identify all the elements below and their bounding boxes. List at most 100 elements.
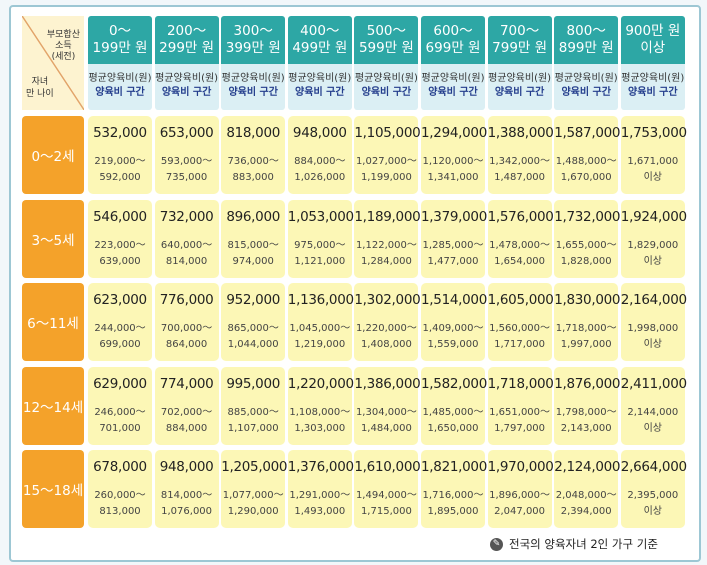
avg-cost-value: 2,164,000 bbox=[620, 292, 687, 308]
cost-range-low: 1,485,000～ bbox=[422, 406, 484, 418]
age-label-line1: 자녀 bbox=[31, 77, 49, 87]
cost-range-value: 1,077,000～ 1,290,000 bbox=[221, 488, 285, 520]
cost-range-high: 883,000 bbox=[232, 172, 274, 183]
cost-range-high: 2,143,000 bbox=[560, 422, 612, 434]
cost-range-label: 양육비 구간 bbox=[628, 87, 678, 98]
cost-range-low: 593,000～ bbox=[160, 156, 213, 167]
avg-cost-value: 1,386,000 bbox=[354, 375, 421, 392]
cost-range-high: 1,076,000 bbox=[161, 506, 213, 517]
cost-range-high: 1,290,000 bbox=[227, 506, 279, 517]
cost-range-high: 1,303,000 bbox=[294, 422, 346, 434]
cost-range-low: 1,655,000～ bbox=[555, 239, 617, 251]
avg-cost-value: 1,189,000 bbox=[354, 208, 421, 225]
cost-range-value: 1,478,000～ 1,654,000 bbox=[488, 238, 552, 270]
table-cell: 1,220,000 1,108,000～ 1,303,000 bbox=[287, 366, 354, 445]
table-cell: 2,411,000 2,144,000 이상 bbox=[620, 366, 687, 445]
income-range: 800～ 899만 원 bbox=[554, 16, 619, 64]
avg-cost-value: 1,876,000 bbox=[554, 375, 621, 392]
cost-range-high: 이상 bbox=[643, 506, 662, 517]
cost-range-high: 1,107,000 bbox=[227, 422, 279, 434]
avg-cost-value: 1,379,000 bbox=[421, 208, 488, 225]
cost-range-low: 885,000～ bbox=[227, 406, 279, 418]
age-row-header: 15～18세 bbox=[22, 450, 84, 528]
cost-range-high: 1,559,000 bbox=[427, 339, 479, 350]
cost-range-value: 1,488,000～ 1,670,000 bbox=[554, 154, 618, 186]
footnote: ✎ 전국의 양육자녀 2인 가구 기준 bbox=[490, 534, 658, 554]
cost-range-high: 1,219,000 bbox=[294, 339, 346, 350]
column-sublabel: 평균양육비(원) 양육비 구간 bbox=[487, 64, 552, 110]
cost-range-value: 1,485,000～ 1,650,000 bbox=[421, 405, 485, 437]
table-cell: 1,136,000 1,045,000～ 1,219,000 bbox=[287, 283, 354, 361]
avg-cost-label: 평균양육비(원) bbox=[421, 73, 485, 84]
table-cell: 1,386,000 1,304,000～ 1,484,000 bbox=[354, 366, 421, 445]
table-cell: 1,105,000 1,027,000～ 1,199,000 bbox=[354, 116, 421, 194]
income-label-line3: (세전) bbox=[51, 52, 76, 62]
cost-range-value: 2,144,000 이상 bbox=[621, 405, 685, 437]
table-cell: 1,821,000 1,716,000～ 1,895,000 bbox=[421, 450, 487, 528]
avg-cost-label: 평균양육비(원) bbox=[554, 73, 618, 84]
cost-range-high: 639,000 bbox=[99, 255, 141, 267]
income-range: 0～ 199만 원 bbox=[88, 16, 152, 64]
avg-cost-value: 2,124,000 bbox=[554, 459, 621, 475]
avg-cost-value: 1,514,000 bbox=[421, 292, 488, 308]
table-cell: 629,000 246,000～ 701,000 bbox=[88, 366, 152, 445]
cost-range-low: 1,409,000～ bbox=[422, 323, 484, 334]
cost-range-low: 1,671,000 bbox=[627, 156, 679, 167]
cost-range-value: 1,560,000～ 1,717,000 bbox=[488, 321, 552, 353]
cost-range-value: 2,048,000～ 2,394,000 bbox=[554, 488, 618, 520]
table-cell: 1,376,000 1,291,000～ 1,493,000 bbox=[287, 450, 354, 528]
cost-range-high: 1,715,000 bbox=[360, 506, 412, 517]
age-axis-label: 자녀 만 나이 bbox=[26, 76, 54, 100]
cost-range-high: 1,493,000 bbox=[294, 506, 346, 517]
column-sublabel: 평균양육비(원) 양육비 구간 bbox=[354, 64, 419, 110]
cost-range-high: 1,797,000 bbox=[494, 422, 546, 434]
cost-range-high: 1,670,000 bbox=[560, 172, 612, 183]
cost-range-value: 1,494,000～ 1,715,000 bbox=[354, 488, 418, 520]
cost-range-value: 1,304,000～ 1,484,000 bbox=[354, 405, 418, 437]
income-range-top: 200～ bbox=[166, 23, 207, 39]
cost-range-high: 1,284,000 bbox=[360, 255, 412, 267]
cost-range-value: 1,220,000～ 1,408,000 bbox=[354, 321, 418, 353]
avg-cost-value: 532,000 bbox=[93, 125, 147, 141]
cost-range-high: 814,000 bbox=[165, 255, 208, 267]
cost-range-high: 1,654,000 bbox=[494, 255, 546, 267]
cost-range-high: 1,026,000 bbox=[294, 172, 346, 183]
cost-range-label: 양육비 구간 bbox=[561, 87, 611, 98]
cost-range-high: 735,000 bbox=[165, 172, 208, 183]
cost-range-value: 1,998,000 이상 bbox=[621, 321, 685, 353]
cost-range-value: 219,000～ 592,000 bbox=[88, 154, 152, 186]
table-cell: 1,053,000 975,000～ 1,121,000 bbox=[287, 199, 354, 278]
avg-cost-value: 1,376,000 bbox=[287, 459, 354, 475]
table-cell: 546,000 223,000～ 639,000 bbox=[88, 199, 152, 278]
cost-range-label: 양육비 구간 bbox=[95, 87, 145, 98]
avg-cost-label: 평균양육비(원) bbox=[155, 73, 219, 84]
cost-range-high: 1,199,000 bbox=[360, 172, 412, 183]
column-sublabel: 평균양육비(원) 양육비 구간 bbox=[221, 64, 286, 110]
cost-range-high: 1,717,000 bbox=[494, 339, 546, 350]
cost-range-value: 814,000～ 1,076,000 bbox=[155, 488, 219, 520]
table-cell: 623,000 244,000～ 699,000 bbox=[88, 283, 152, 361]
cost-range-low: 1,560,000～ bbox=[489, 323, 551, 334]
avg-cost-value: 623,000 bbox=[93, 292, 147, 308]
cost-range-low: 736,000～ bbox=[227, 156, 279, 167]
avg-cost-label: 평균양육비(원) bbox=[88, 73, 152, 84]
cost-range-label: 양육비 구간 bbox=[428, 87, 478, 98]
cost-range-high: 1,121,000 bbox=[294, 255, 346, 267]
table-cell: 818,000 736,000～ 883,000 bbox=[221, 116, 286, 194]
cost-range-value: 1,045,000～ 1,219,000 bbox=[288, 321, 352, 353]
cost-range-value: 700,000～ 864,000 bbox=[155, 321, 219, 353]
table-cell: 1,610,000 1,494,000～ 1,715,000 bbox=[354, 450, 421, 528]
table-cell: 2,664,000 2,395,000 이상 bbox=[620, 450, 687, 528]
cost-range-value: 1,671,000 이상 bbox=[621, 154, 685, 186]
table-cell: 995,000 885,000～ 1,107,000 bbox=[221, 366, 286, 445]
income-label-line1: 부모합산 bbox=[46, 30, 80, 40]
table-cell: 1,514,000 1,409,000～ 1,559,000 bbox=[421, 283, 488, 361]
income-range-top: 600～ bbox=[433, 23, 473, 39]
income-column-header: 900만 원 이상 평균양육비(원) 양육비 구간 bbox=[620, 16, 685, 110]
avg-cost-value: 1,302,000 bbox=[354, 292, 421, 308]
income-column-header: 500～ 599만 원 평균양육비(원) 양육비 구간 bbox=[354, 16, 419, 110]
cost-range-low: 1,829,000 bbox=[627, 239, 679, 251]
table-cell: 2,164,000 1,998,000 이상 bbox=[620, 283, 687, 361]
income-range: 500～ 599만 원 bbox=[354, 16, 419, 64]
cost-range-high: 1,408,000 bbox=[360, 339, 412, 350]
